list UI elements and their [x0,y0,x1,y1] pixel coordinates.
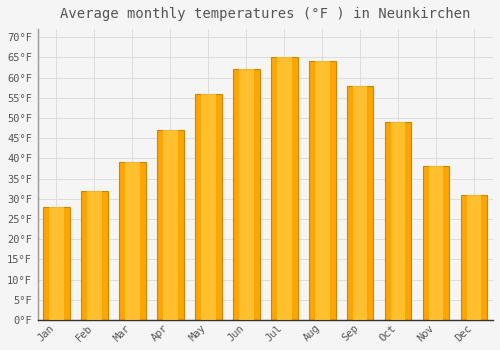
Bar [461,195,487,320]
Bar [163,130,178,320]
Bar [119,162,146,320]
Bar [271,57,297,320]
Bar [81,191,108,320]
Bar [195,94,222,320]
Title: Average monthly temperatures (°F ) in Neunkirchen: Average monthly temperatures (°F ) in Ne… [60,7,470,21]
Bar [157,130,184,320]
Bar [87,191,102,320]
Bar [277,57,291,320]
Bar [423,166,450,320]
Bar [233,69,260,320]
Bar [391,122,406,320]
Bar [385,122,411,320]
Bar [315,61,330,320]
Bar [43,207,70,320]
Bar [49,207,64,320]
Bar [353,86,368,320]
Bar [347,86,374,320]
Bar [309,61,336,320]
Bar [201,94,216,320]
Bar [125,162,140,320]
Bar [467,195,481,320]
Bar [239,69,254,320]
Bar [429,166,444,320]
